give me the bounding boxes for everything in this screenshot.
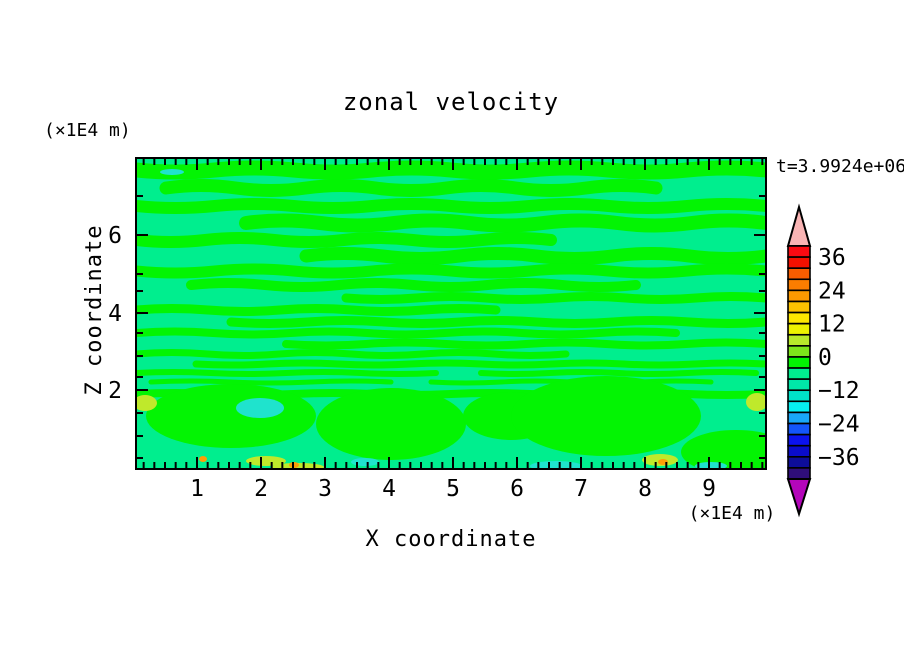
contour-field: 1 2 3 4 5 6 7 8 9 6 4 2 <box>108 157 767 502</box>
velocity-streak <box>148 378 394 386</box>
colorbar-segment <box>787 411 811 425</box>
strong-positive-patch <box>746 393 766 411</box>
x-tick-label: 5 <box>446 476 460 502</box>
positive-cell <box>681 430 766 469</box>
colorbar-segment <box>787 422 811 436</box>
colorbar-over-arrow <box>786 203 812 247</box>
colorbar-segment <box>787 300 811 314</box>
negative-patch <box>236 398 284 418</box>
velocity-streak <box>136 369 439 377</box>
velocity-streak <box>299 247 766 265</box>
colorbar-segment <box>787 367 811 380</box>
colorbar-label: −36 <box>818 445 860 471</box>
time-label: t=3.9924e+06 <box>776 156 904 177</box>
negative-patch <box>160 169 184 175</box>
x-tick-label: 7 <box>574 476 588 502</box>
y-tick-label: 4 <box>108 301 122 327</box>
x-tick-label: 6 <box>510 476 524 502</box>
strong-positive-patch <box>246 456 286 466</box>
positive-cell <box>511 376 701 456</box>
positive-cell <box>146 384 316 448</box>
velocity-streak <box>136 232 557 248</box>
colorbar-label: −24 <box>818 412 860 438</box>
colorbar-under-arrow <box>786 477 812 518</box>
x-tick-label: 9 <box>702 476 716 502</box>
colorbar-segment <box>787 267 811 281</box>
x-tick-label: 3 <box>318 476 332 502</box>
colorbar-segment <box>787 444 811 458</box>
y-axis-units-label: (×1E4 m) <box>44 120 131 141</box>
colorbar-segment <box>787 311 811 325</box>
velocity-streak <box>136 263 766 279</box>
colorbar-segment <box>787 256 811 269</box>
colorbar-segment <box>787 289 811 303</box>
velocity-streak <box>136 160 766 180</box>
colorbar-segment <box>787 278 811 292</box>
x-tick-label: 8 <box>638 476 652 502</box>
negative-patch <box>351 458 379 466</box>
colorbar-segment <box>787 467 811 480</box>
velocity-streak <box>192 359 766 369</box>
velocity-streak <box>282 338 766 350</box>
velocity-streak <box>226 316 766 328</box>
x-tick-label: 1 <box>190 476 204 502</box>
colorbar: 36 24 12 0 −12 −24 −36 <box>786 203 860 518</box>
velocity-streak <box>136 327 680 339</box>
colorbar-segment <box>787 389 811 403</box>
colorbar-segment <box>787 322 811 336</box>
velocity-streak <box>136 198 766 214</box>
colorbar-segment <box>787 400 811 414</box>
colorbar-segment <box>787 456 811 469</box>
velocity-streak <box>136 304 501 316</box>
max-positive-spot <box>199 456 207 462</box>
colorbar-segment <box>787 333 811 347</box>
colorbar-segment <box>787 433 811 447</box>
velocity-streak <box>478 369 759 377</box>
x-tick-label: 2 <box>254 476 268 502</box>
positive-cell <box>316 388 466 460</box>
colorbar-label: −12 <box>818 378 860 404</box>
plot-title: zonal velocity <box>342 88 560 116</box>
colorbar-label: 0 <box>818 345 832 371</box>
velocity-streak <box>186 278 641 292</box>
colorbar-label: 12 <box>818 312 846 338</box>
colorbar-segment <box>787 356 811 369</box>
y-tick-label: 6 <box>108 223 122 249</box>
negative-patch <box>530 461 582 469</box>
velocity-streak <box>136 349 570 359</box>
x-axis-units-label: (×1E4 m) <box>688 503 776 524</box>
x-axis-title: X coordinate <box>365 527 537 552</box>
velocity-streak <box>341 292 766 304</box>
y-tick-label: 2 <box>108 378 122 404</box>
velocity-streak <box>239 213 766 233</box>
strong-positive-patch <box>136 395 157 411</box>
colorbar-label: 24 <box>818 278 846 304</box>
colorbar-segment <box>787 378 811 392</box>
colorbar-segment <box>787 245 811 258</box>
colorbar-segment <box>787 345 811 358</box>
colorbar-label: 36 <box>818 245 846 271</box>
velocity-streak <box>159 179 663 197</box>
x-tick-label: 4 <box>382 476 396 502</box>
